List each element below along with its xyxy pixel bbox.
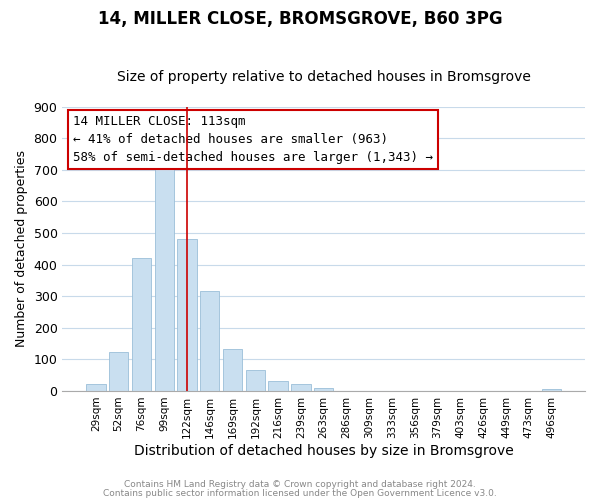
Text: 14, MILLER CLOSE, BROMSGROVE, B60 3PG: 14, MILLER CLOSE, BROMSGROVE, B60 3PG xyxy=(98,10,502,28)
Bar xyxy=(178,239,197,391)
Bar xyxy=(314,388,334,391)
Bar xyxy=(109,352,128,391)
Text: 14 MILLER CLOSE: 113sqm
← 41% of detached houses are smaller (963)
58% of semi-d: 14 MILLER CLOSE: 113sqm ← 41% of detache… xyxy=(73,115,433,164)
X-axis label: Distribution of detached houses by size in Bromsgrove: Distribution of detached houses by size … xyxy=(134,444,514,458)
Y-axis label: Number of detached properties: Number of detached properties xyxy=(15,150,28,347)
Bar xyxy=(155,158,174,391)
Bar xyxy=(223,349,242,391)
Text: Contains public sector information licensed under the Open Government Licence v3: Contains public sector information licen… xyxy=(103,488,497,498)
Bar xyxy=(200,292,220,391)
Bar xyxy=(268,382,288,391)
Bar xyxy=(245,370,265,391)
Title: Size of property relative to detached houses in Bromsgrove: Size of property relative to detached ho… xyxy=(117,70,530,85)
Bar xyxy=(291,384,311,391)
Text: Contains HM Land Registry data © Crown copyright and database right 2024.: Contains HM Land Registry data © Crown c… xyxy=(124,480,476,489)
Bar xyxy=(132,258,151,391)
Bar xyxy=(86,384,106,391)
Bar xyxy=(542,388,561,391)
